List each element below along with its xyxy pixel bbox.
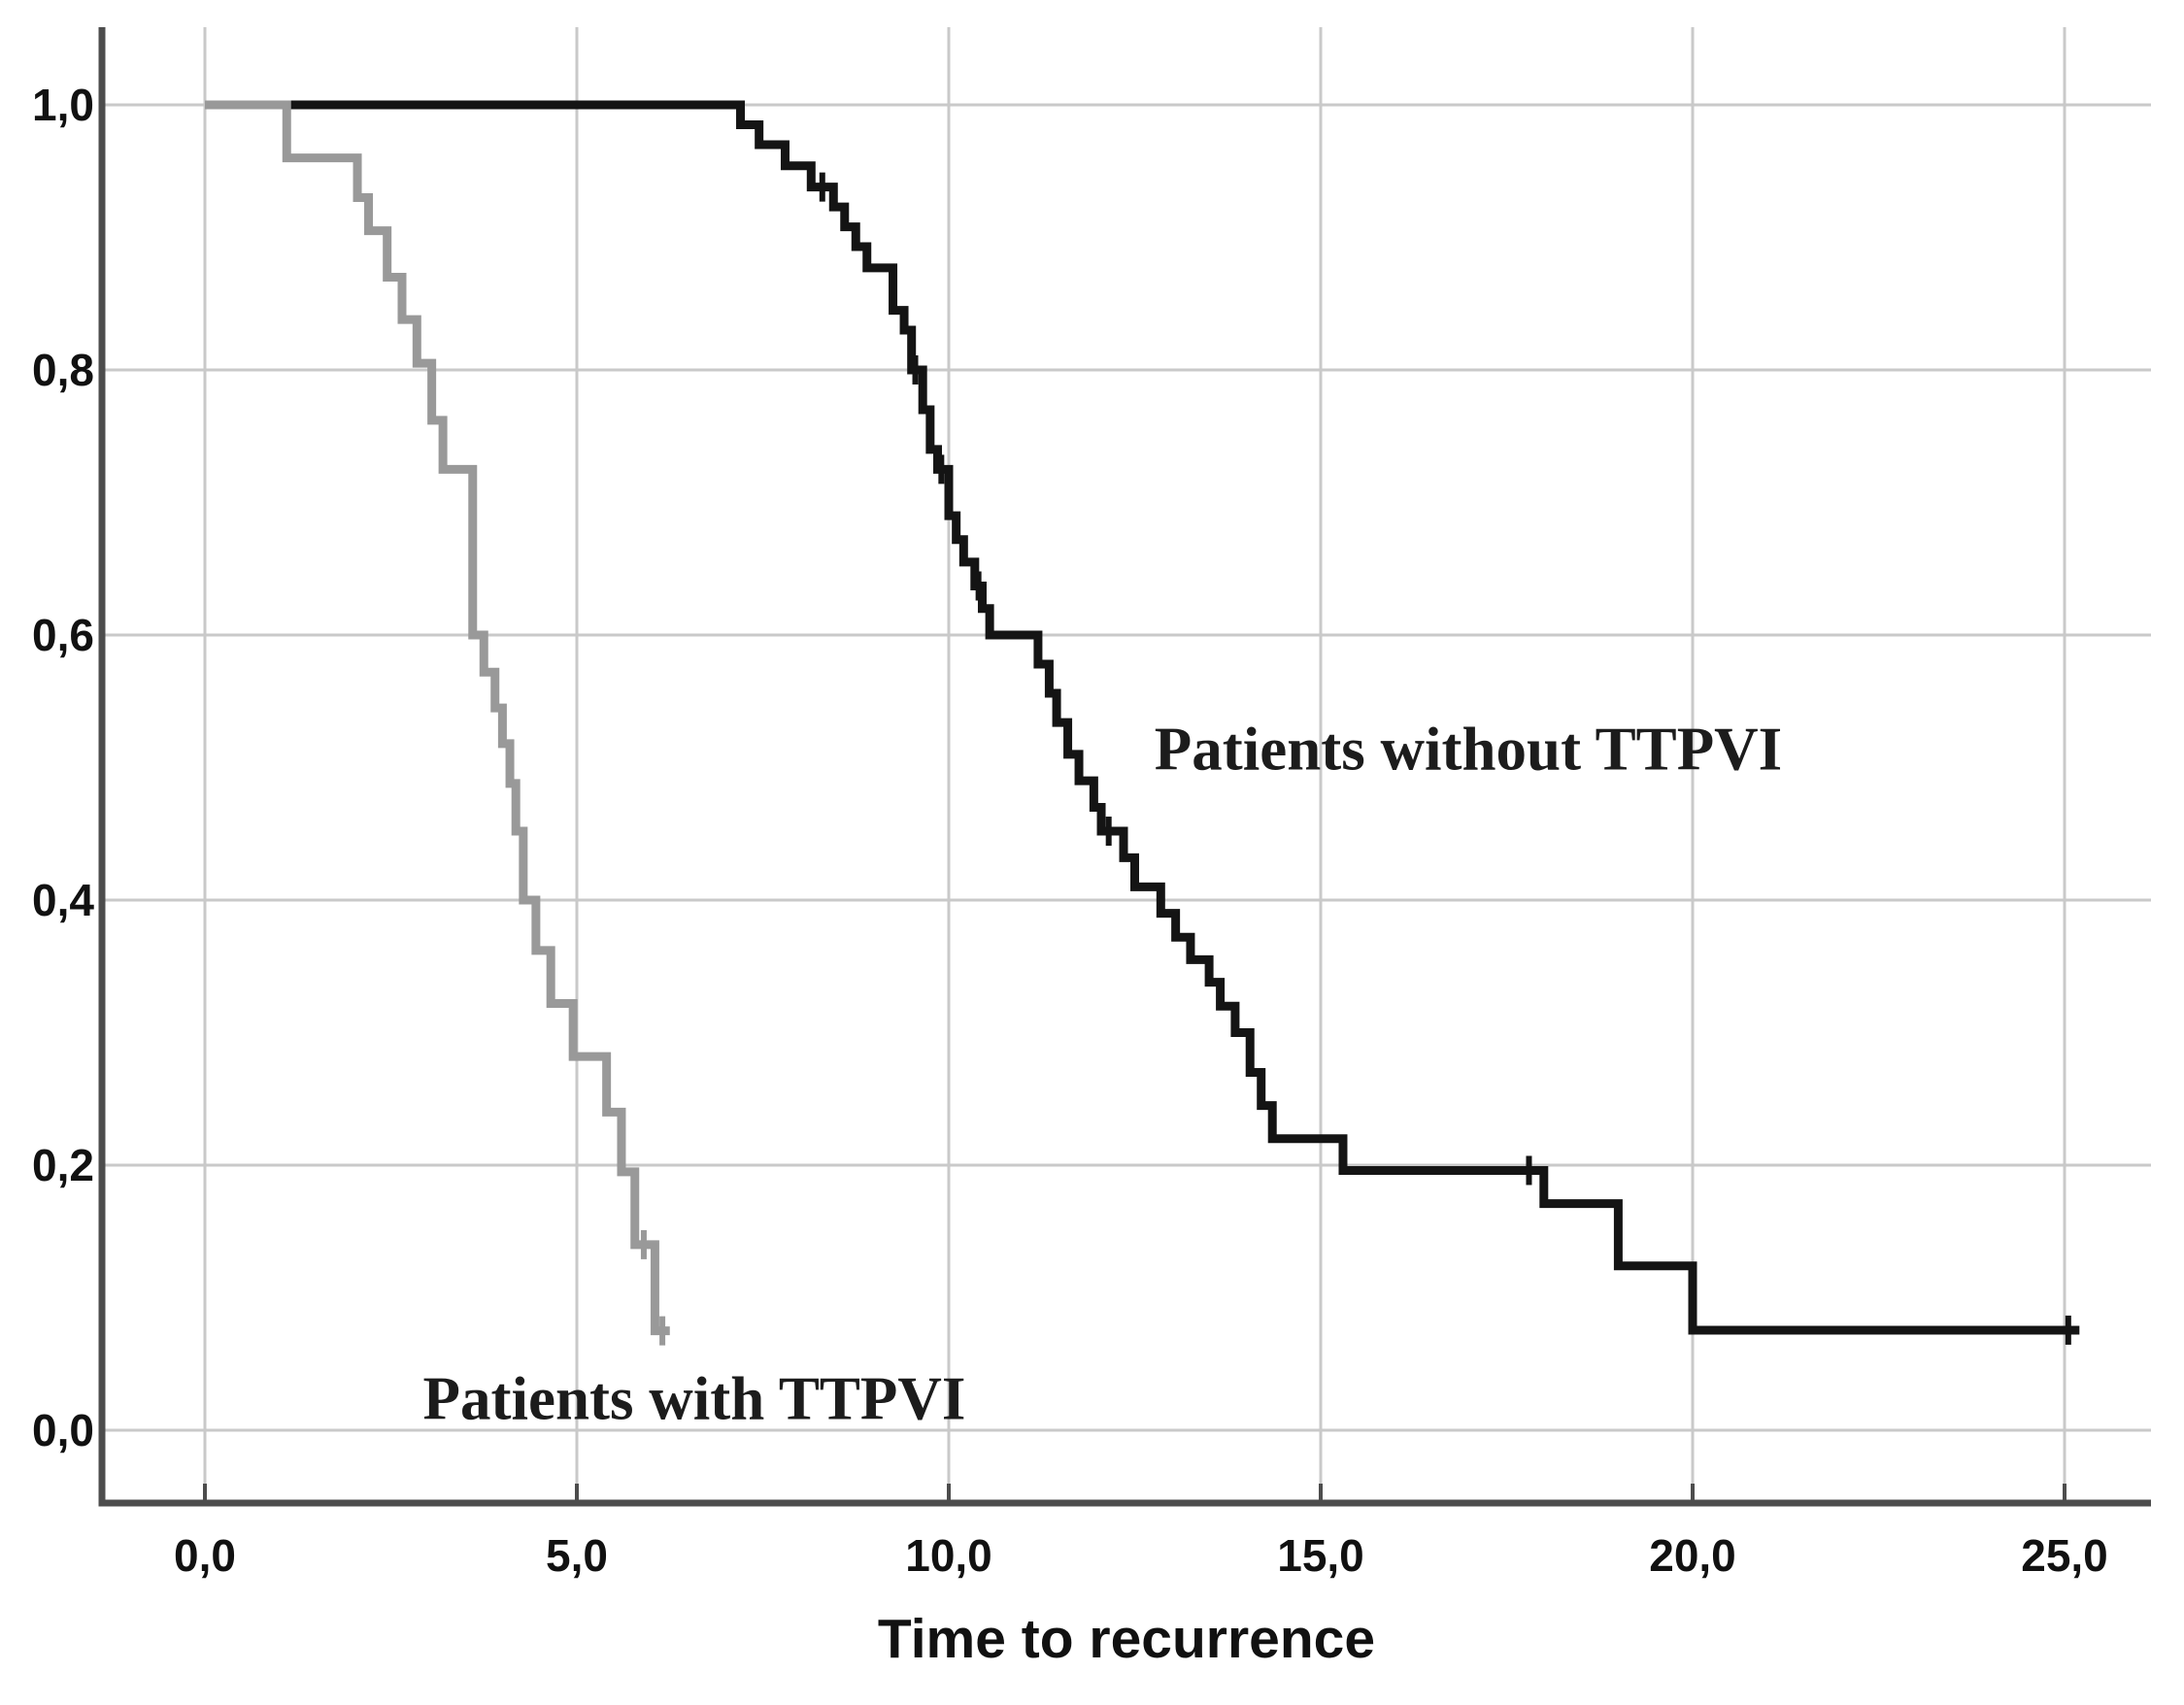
x-tick-label: 0,0 — [174, 1530, 236, 1581]
y-tick-label: 0,6 — [32, 610, 94, 660]
y-tick-label: 0,8 — [32, 345, 94, 395]
km-curve-without-ttpvi — [205, 100, 2080, 1335]
y-tick-label: 0,4 — [32, 875, 94, 925]
y-tick-label: 0,0 — [32, 1405, 94, 1455]
x-tick-label: 10,0 — [905, 1530, 992, 1581]
km-curve-with-ttpvi — [205, 100, 670, 1336]
x-axis-title: Time to recurrence — [877, 1608, 1376, 1670]
curve-label-patients-with-ttpvi: Patients with TTPVI — [422, 1364, 966, 1433]
y-tick-label: 0,2 — [32, 1140, 94, 1190]
x-tick-label: 25,0 — [2021, 1530, 2108, 1581]
curve-label-patients-without-ttpvi: Patients without TTPVI — [1154, 715, 1783, 784]
x-tick-label: 20,0 — [1649, 1530, 1736, 1581]
x-tick-label: 15,0 — [1277, 1530, 1364, 1581]
y-tick-label: 1,0 — [32, 80, 94, 130]
x-tick-label: 5,0 — [546, 1530, 608, 1581]
